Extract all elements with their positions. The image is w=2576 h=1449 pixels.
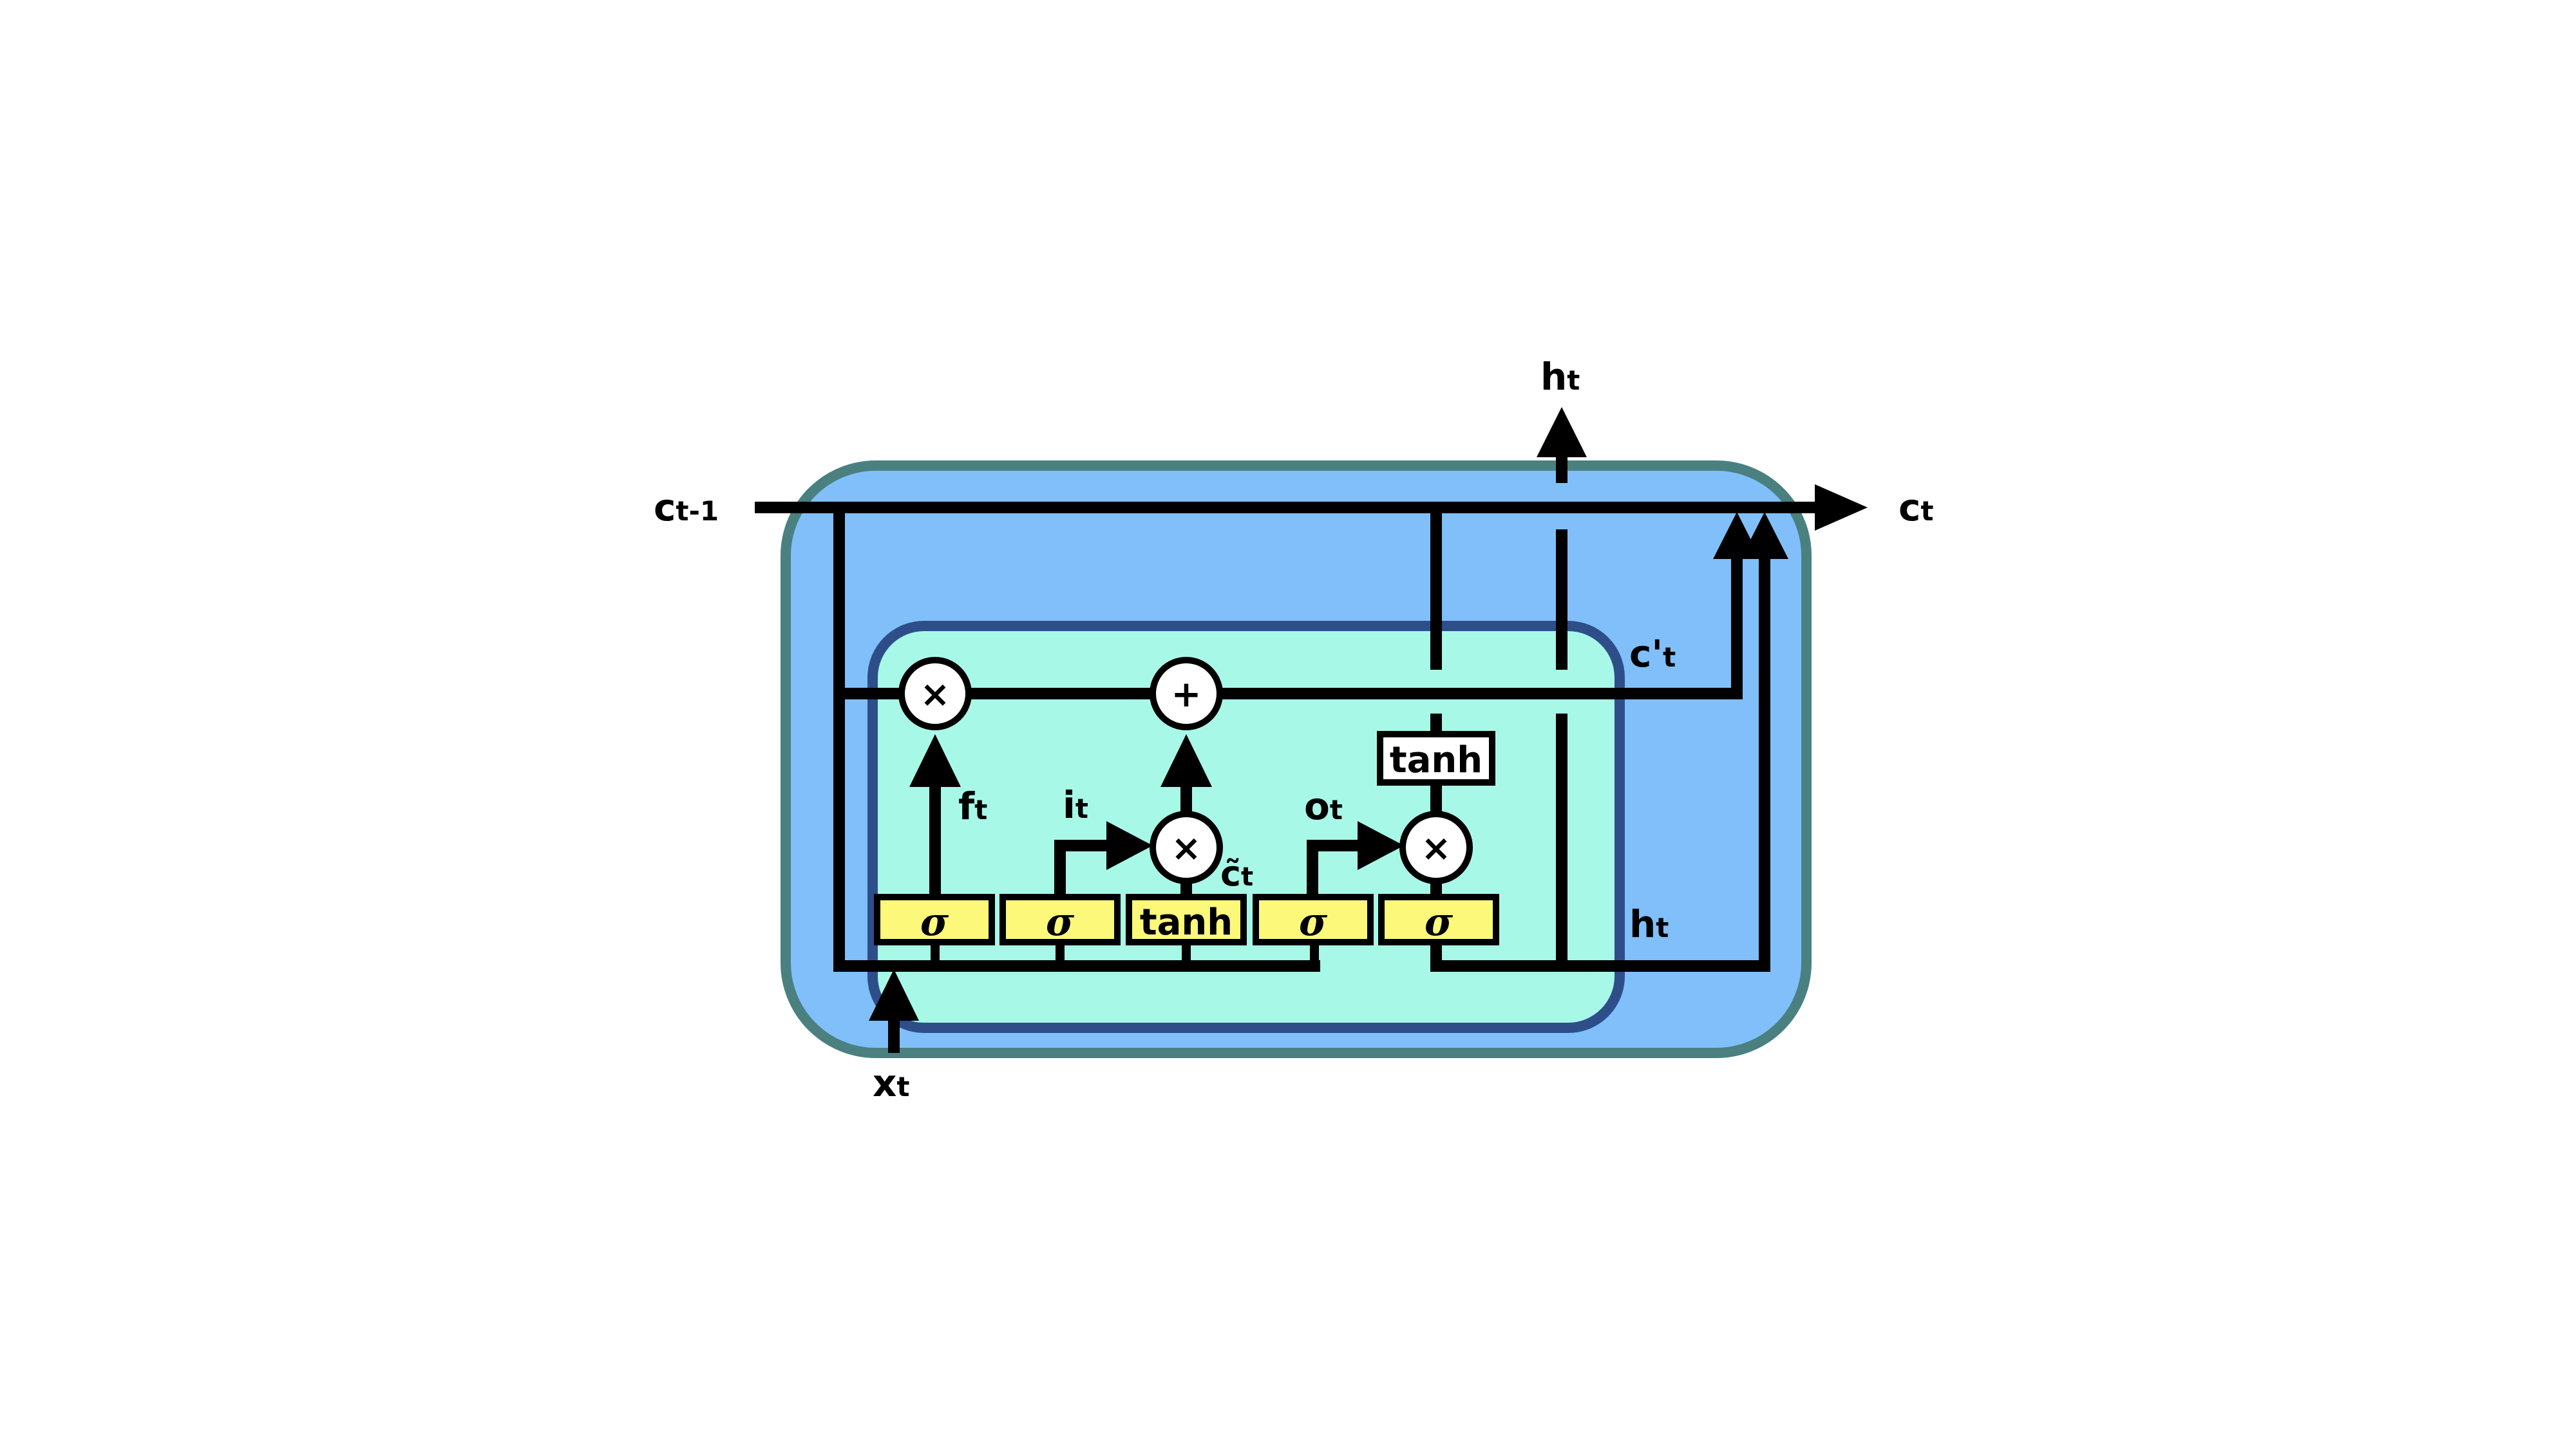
x-input-label: xt bbox=[873, 1061, 910, 1105]
h-top-label: ht bbox=[1540, 355, 1580, 399]
cell-state-arrowhead bbox=[1815, 484, 1868, 531]
f-gate-label: ft bbox=[958, 784, 987, 828]
output-gate-label: σ bbox=[1425, 900, 1454, 945]
forget-gate-label: σ bbox=[920, 900, 949, 945]
output-gate-box bbox=[1378, 894, 1499, 945]
forget-multiply-symbol: × bbox=[920, 674, 951, 715]
output-multiply-circle bbox=[1399, 811, 1473, 884]
i-gate-label: it bbox=[1063, 783, 1088, 827]
c-next-label: ct bbox=[1899, 486, 1933, 529]
x-input-arrowhead bbox=[869, 969, 919, 1021]
input-multiply-circle bbox=[1150, 811, 1223, 884]
forget-arrowhead bbox=[909, 734, 961, 787]
add-symbol: + bbox=[1171, 674, 1202, 715]
output-multiply-symbol: × bbox=[1421, 828, 1452, 869]
add-circle bbox=[1150, 657, 1223, 730]
input-gate-box bbox=[999, 894, 1121, 945]
forget-multiply-circle bbox=[898, 657, 972, 730]
h-right-label: ht bbox=[1629, 902, 1669, 946]
input-multiply-symbol: × bbox=[1171, 828, 1202, 869]
c-prime-label: c't bbox=[1629, 632, 1676, 676]
input-arrowhead bbox=[1106, 821, 1153, 870]
h-top-arrowhead bbox=[1537, 407, 1587, 457]
candidate-gate-box bbox=[1126, 894, 1247, 945]
h-right-arrowhead bbox=[1741, 512, 1788, 559]
cell-tanh-box bbox=[1377, 731, 1495, 786]
output-arrowhead bbox=[1358, 821, 1404, 870]
input-gate-label: σ bbox=[1046, 900, 1075, 945]
cell-tanh-label: tanh bbox=[1390, 739, 1482, 781]
add-arrowhead bbox=[1160, 734, 1212, 787]
output-pre-gate-label: σ bbox=[1299, 900, 1328, 945]
candidate-gate-label: tanh bbox=[1140, 902, 1233, 943]
o-gate-label: ot bbox=[1304, 784, 1343, 828]
c-tilde-label: c̃t bbox=[1220, 853, 1253, 894]
output-pre-gate-box bbox=[1253, 894, 1374, 945]
forget-gate-box bbox=[874, 894, 995, 945]
c-prev-label: ct-1 bbox=[654, 486, 719, 529]
